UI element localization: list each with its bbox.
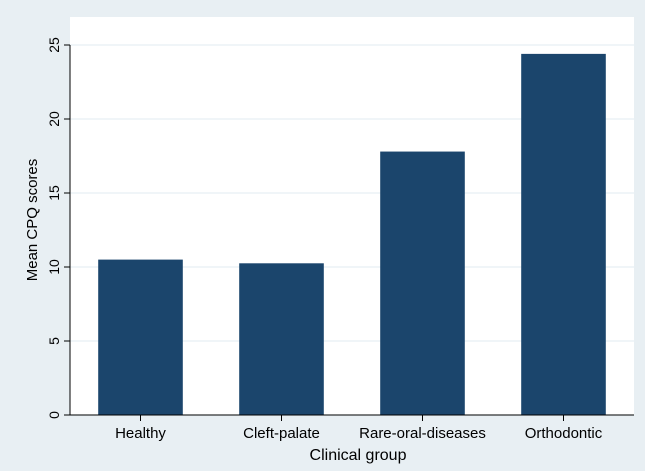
x-tick-label-1: Cleft-palate: [243, 425, 320, 442]
y-tick-label-5: 25: [46, 37, 62, 53]
bars: [98, 53, 606, 415]
bar-healthy: [98, 259, 183, 415]
bar-cleft-palate: [239, 263, 324, 415]
y-tick-label-3: 15: [46, 185, 62, 201]
bar-rare-oral-diseases: [380, 151, 465, 415]
axes: 0 5 10 15 20 25 Healthy Cleft-palate Rare-oral-d…: [46, 37, 634, 442]
bar-orthodontic: [521, 53, 606, 415]
x-tick-label-3: Orthodontic: [525, 425, 603, 442]
y-tick-label-0: 0: [46, 411, 62, 419]
y-axis-label: Mean CPQ scores: [24, 159, 41, 282]
y-tick-label-4: 20: [46, 111, 62, 127]
x-axis-label: Clinical group: [310, 447, 407, 464]
y-tick-label-1: 5: [46, 337, 62, 345]
x-tick-label-2: Rare-oral-diseases: [359, 425, 486, 442]
x-tick-label-0: Healthy: [115, 425, 166, 442]
y-tick-label-2: 10: [46, 259, 62, 275]
